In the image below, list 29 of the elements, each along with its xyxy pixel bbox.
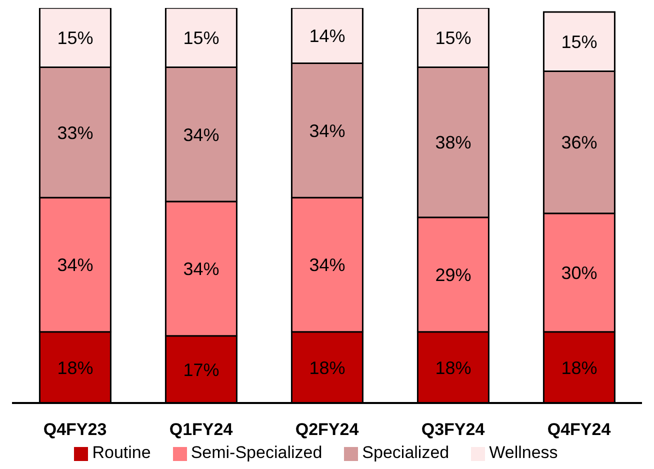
legend-label: Wellness: [489, 443, 558, 462]
data-label: 18%: [57, 358, 94, 378]
data-label: 34%: [183, 124, 220, 145]
x-tick-label: Q1FY24: [169, 420, 234, 440]
data-label: 18%: [561, 358, 598, 378]
data-label: 36%: [561, 132, 598, 153]
data-label: 29%: [435, 265, 472, 286]
x-tick-label: Q2FY24: [295, 420, 360, 440]
data-label: 38%: [435, 132, 472, 153]
data-label: 18%: [435, 358, 472, 378]
data-label: 34%: [309, 255, 346, 276]
legend-label: Semi-Specialized: [190, 443, 322, 462]
legend-label: Routine: [92, 443, 151, 462]
data-label: 30%: [561, 263, 598, 284]
data-label: 34%: [183, 259, 220, 280]
data-label: 15%: [435, 28, 472, 48]
data-label: 34%: [309, 120, 346, 141]
data-label: 34%: [57, 255, 94, 276]
data-label: 15%: [57, 28, 94, 48]
legend-label: Specialized: [362, 443, 450, 462]
data-label: 33%: [57, 122, 94, 143]
data-label: 14%: [309, 26, 346, 46]
x-tick-label: Q3FY24: [421, 420, 486, 440]
data-label: 15%: [561, 32, 598, 52]
data-label: 18%: [309, 358, 346, 378]
data-label: 17%: [183, 360, 220, 380]
data-label: 15%: [183, 28, 220, 48]
x-tick-label: Q4FY24: [547, 420, 612, 440]
x-tick-label: Q4FY23: [43, 420, 107, 440]
